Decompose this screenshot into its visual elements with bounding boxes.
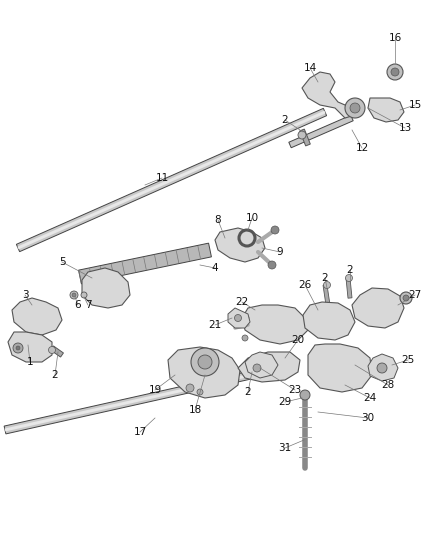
Polygon shape [302, 72, 360, 118]
Text: 13: 13 [399, 123, 412, 133]
Circle shape [197, 389, 203, 395]
Polygon shape [168, 347, 240, 398]
Text: 6: 6 [75, 300, 81, 310]
Circle shape [377, 363, 387, 373]
Circle shape [191, 348, 219, 376]
Polygon shape [308, 344, 372, 392]
Text: 14: 14 [304, 63, 317, 73]
Polygon shape [12, 298, 62, 335]
Circle shape [403, 295, 409, 301]
Circle shape [387, 64, 403, 80]
Polygon shape [50, 346, 64, 357]
Text: 2: 2 [321, 273, 328, 283]
Circle shape [16, 346, 20, 350]
Polygon shape [5, 367, 283, 432]
Polygon shape [346, 278, 352, 298]
Circle shape [268, 261, 276, 269]
Polygon shape [18, 111, 325, 249]
Text: 29: 29 [279, 397, 292, 407]
Circle shape [242, 335, 248, 341]
Text: 20: 20 [291, 335, 304, 345]
Text: 26: 26 [298, 280, 311, 290]
Text: 2: 2 [245, 387, 251, 397]
Text: 27: 27 [408, 290, 422, 300]
Circle shape [391, 68, 399, 76]
Text: 30: 30 [361, 413, 374, 423]
Text: 2: 2 [347, 265, 353, 275]
Circle shape [298, 131, 306, 139]
Polygon shape [323, 285, 330, 305]
Polygon shape [82, 268, 130, 308]
Circle shape [253, 364, 261, 372]
Text: 4: 4 [212, 263, 218, 273]
Polygon shape [352, 288, 404, 328]
Text: 24: 24 [364, 393, 377, 403]
Circle shape [198, 355, 212, 369]
Polygon shape [8, 332, 52, 362]
Polygon shape [215, 228, 265, 262]
Text: 25: 25 [401, 355, 415, 365]
Text: 17: 17 [134, 427, 147, 437]
Circle shape [81, 292, 87, 298]
Polygon shape [368, 354, 398, 381]
Circle shape [346, 274, 353, 281]
Circle shape [72, 293, 76, 297]
Text: 3: 3 [22, 290, 28, 300]
Text: 22: 22 [235, 297, 249, 307]
Text: 9: 9 [277, 247, 283, 257]
Polygon shape [4, 364, 283, 434]
Polygon shape [242, 305, 308, 344]
Circle shape [234, 314, 241, 321]
Circle shape [324, 281, 331, 288]
Text: 1: 1 [27, 357, 33, 367]
Text: 5: 5 [59, 257, 65, 267]
Polygon shape [228, 308, 250, 328]
Polygon shape [78, 243, 212, 284]
Polygon shape [16, 108, 327, 252]
Circle shape [345, 98, 365, 118]
Text: 8: 8 [215, 215, 221, 225]
Polygon shape [289, 115, 353, 148]
Polygon shape [238, 352, 300, 382]
Text: 11: 11 [155, 173, 169, 183]
Polygon shape [300, 129, 310, 146]
Text: 15: 15 [408, 100, 422, 110]
Text: 21: 21 [208, 320, 222, 330]
Text: 10: 10 [245, 213, 258, 223]
Circle shape [300, 390, 310, 400]
Text: 12: 12 [355, 143, 369, 153]
Text: 31: 31 [279, 443, 292, 453]
Text: 23: 23 [288, 385, 302, 395]
Text: 28: 28 [381, 380, 395, 390]
Circle shape [49, 346, 56, 353]
Text: 19: 19 [148, 385, 162, 395]
Polygon shape [303, 302, 355, 340]
Circle shape [271, 226, 279, 234]
Circle shape [400, 292, 412, 304]
Text: 2: 2 [282, 115, 288, 125]
Circle shape [186, 384, 194, 392]
Polygon shape [368, 98, 404, 122]
Text: 16: 16 [389, 33, 402, 43]
Circle shape [13, 343, 23, 353]
Polygon shape [245, 352, 278, 378]
Circle shape [70, 291, 78, 299]
Text: 2: 2 [52, 370, 58, 380]
Text: 7: 7 [85, 300, 91, 310]
Text: 18: 18 [188, 405, 201, 415]
Circle shape [350, 103, 360, 113]
